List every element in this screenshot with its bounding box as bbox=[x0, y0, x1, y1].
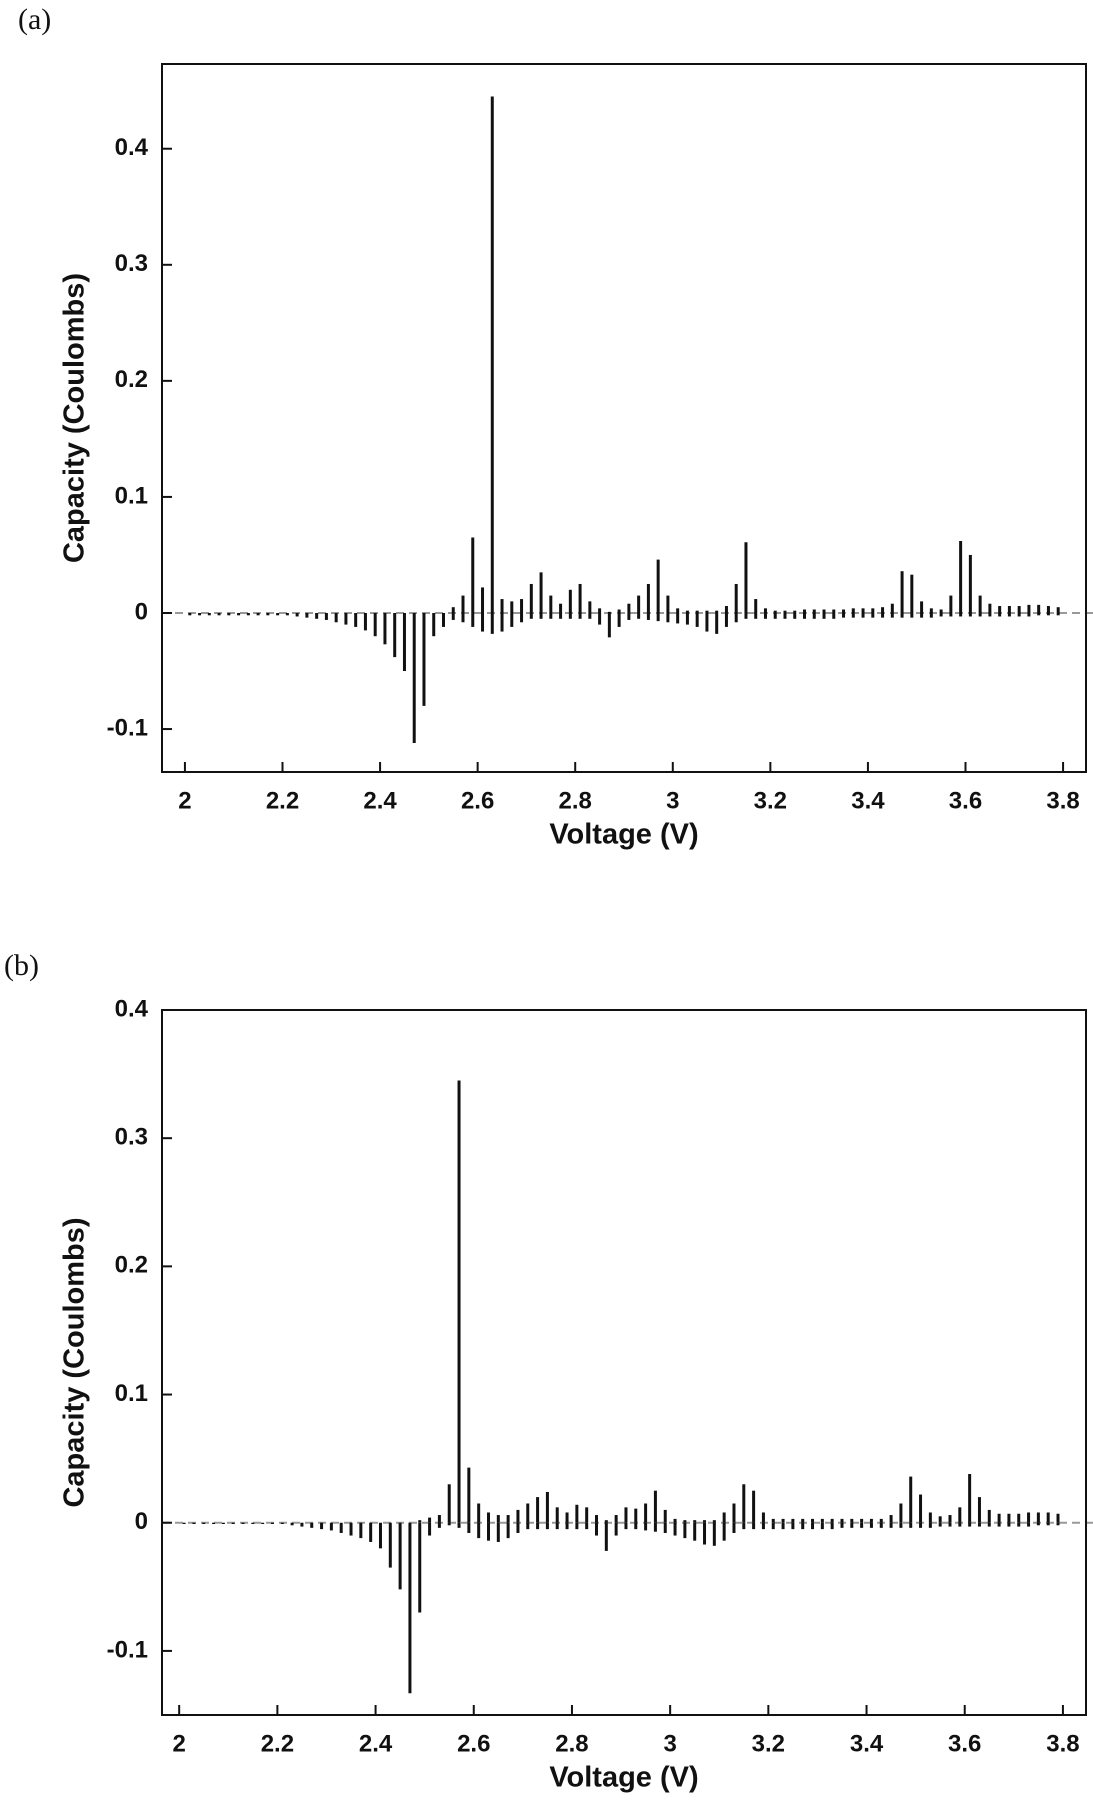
x-tick-label: 2 bbox=[178, 787, 191, 814]
y-tick-label: 0.3 bbox=[115, 1124, 148, 1151]
x-tick-label: 3.2 bbox=[752, 1730, 785, 1757]
x-tick-label: 2.2 bbox=[261, 1730, 294, 1757]
panel-label: (a) bbox=[18, 3, 51, 36]
x-tick-label: 2.6 bbox=[457, 1730, 490, 1757]
x-tick-label: 2.6 bbox=[461, 787, 494, 814]
x-tick-label: 2 bbox=[173, 1730, 186, 1757]
x-tick-label: 3.8 bbox=[1046, 787, 1079, 814]
y-tick-label: 0.4 bbox=[115, 134, 149, 161]
y-tick-label: 0.2 bbox=[115, 1252, 148, 1279]
y-tick-label: 0 bbox=[135, 1508, 148, 1535]
x-tick-label: 3 bbox=[666, 787, 679, 814]
x-tick-label: 2.4 bbox=[363, 787, 397, 814]
panel-label: (b) bbox=[4, 949, 39, 982]
x-axis-title: Voltage (V) bbox=[549, 1762, 698, 1794]
y-tick-label: 0.1 bbox=[115, 1380, 148, 1407]
y-tick-label: 0.2 bbox=[115, 366, 148, 393]
y-tick-label: -0.1 bbox=[107, 714, 148, 741]
plot-frame bbox=[161, 63, 1087, 773]
y-tick-label: 0.3 bbox=[115, 250, 148, 277]
x-tick-label: 3.6 bbox=[948, 1730, 981, 1757]
x-tick-label: 3.2 bbox=[754, 787, 787, 814]
x-tick-label: 3.4 bbox=[850, 1730, 884, 1757]
x-tick-label: 3.4 bbox=[851, 787, 885, 814]
y-tick-label: 0 bbox=[135, 598, 148, 625]
y-axis-title: Capacity (Coulombs) bbox=[59, 1217, 91, 1507]
x-tick-label: 3.6 bbox=[949, 787, 982, 814]
x-tick-label: 2.2 bbox=[266, 787, 299, 814]
x-tick-label: 2.4 bbox=[359, 1730, 393, 1757]
x-tick-label: 2.8 bbox=[555, 1730, 588, 1757]
y-tick-label: 0.4 bbox=[115, 995, 149, 1022]
x-axis-title: Voltage (V) bbox=[549, 819, 698, 851]
x-tick-label: 3.8 bbox=[1046, 1730, 1079, 1757]
plot-frame bbox=[161, 1009, 1087, 1716]
y-axis-title: Capacity (Coulombs) bbox=[59, 273, 91, 563]
y-tick-label: 0.1 bbox=[115, 482, 148, 509]
y-tick-label: -0.1 bbox=[107, 1636, 148, 1663]
x-tick-label: 3 bbox=[663, 1730, 676, 1757]
x-tick-label: 2.8 bbox=[559, 787, 592, 814]
